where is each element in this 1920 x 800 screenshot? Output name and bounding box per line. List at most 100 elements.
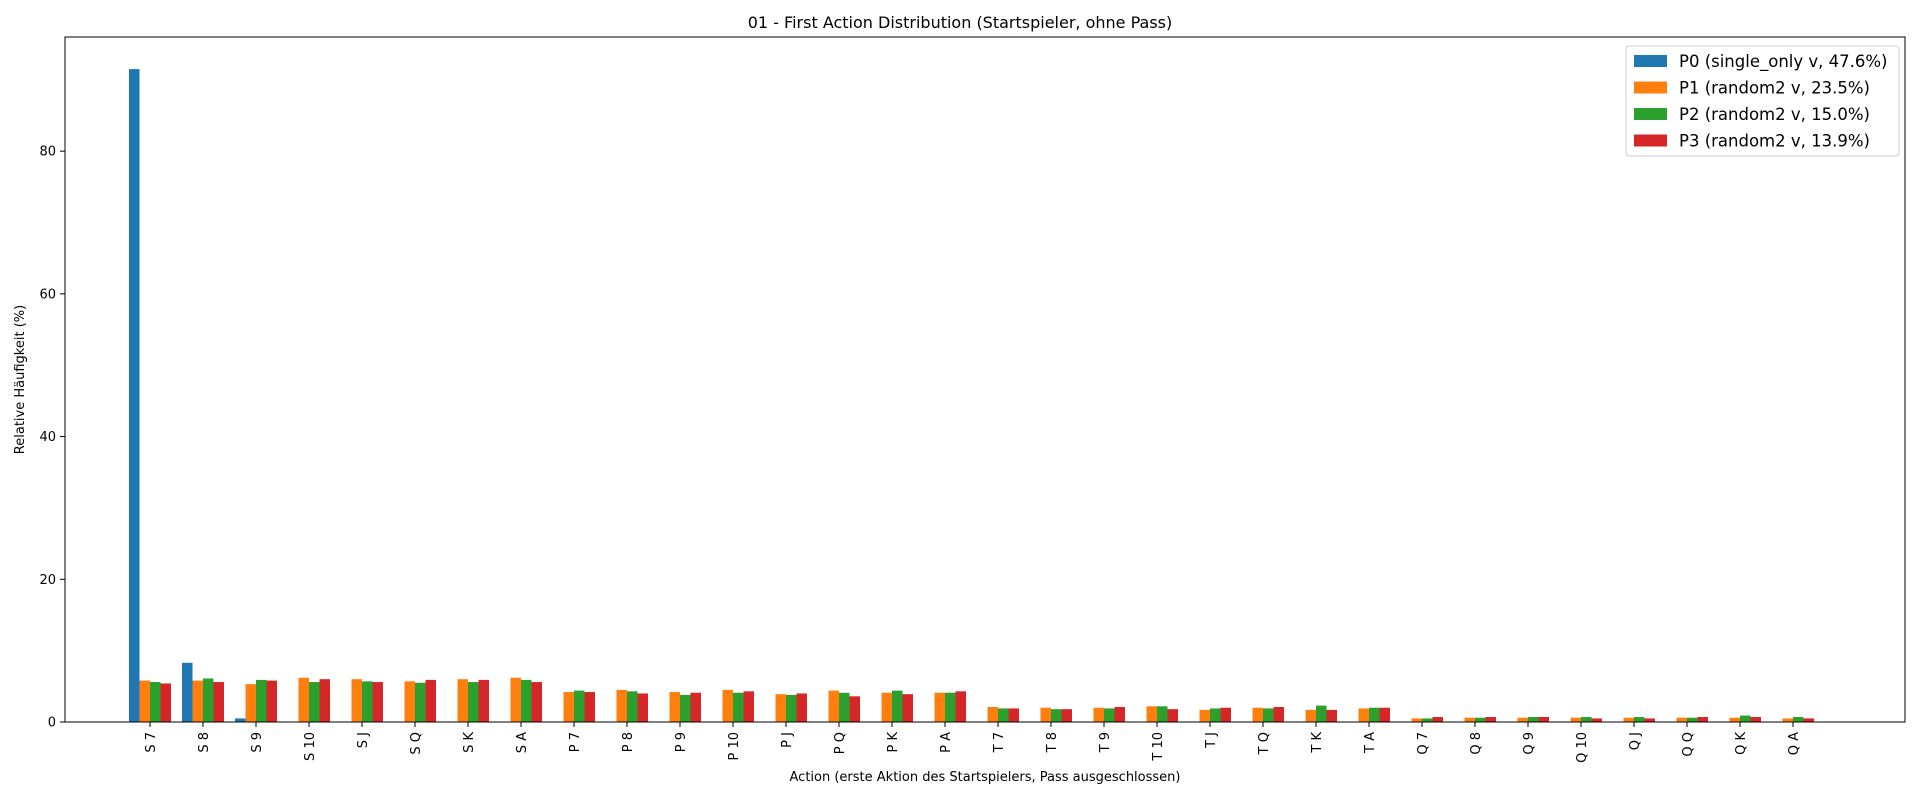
- bar-p1-pq: [828, 690, 839, 722]
- bar-p1-tj: [1199, 709, 1210, 722]
- bar-p2-qa: [1793, 717, 1804, 722]
- bar-p3-tj: [1220, 707, 1231, 722]
- bar-p1-qk: [1729, 717, 1740, 722]
- bar-p2-s7: [150, 682, 161, 722]
- bar-p3-s9: [266, 680, 277, 722]
- bars-group: [129, 69, 1814, 723]
- x-tick-label: Q 9: [1522, 732, 1537, 755]
- bar-p1-s8: [192, 680, 203, 722]
- bar-p2-s9: [256, 679, 267, 722]
- bar-p3-q7: [1432, 717, 1443, 722]
- bar-p3-p10: [743, 691, 754, 722]
- bar-p1-q8: [1464, 717, 1475, 722]
- bar-p2-sj: [362, 681, 373, 722]
- bar-p3-s10: [319, 679, 330, 722]
- x-tick-label: P Q: [833, 732, 848, 754]
- bar-p1-t10: [1146, 706, 1157, 722]
- bar-p3-pq: [849, 696, 860, 722]
- y-tick-label: 40: [39, 430, 56, 445]
- bar-p2-qq: [1687, 717, 1698, 722]
- bar-p3-qa: [1803, 718, 1814, 722]
- bar-p1-p10: [722, 689, 733, 722]
- bar-p3-sq: [425, 679, 436, 722]
- bar-p2-sk: [468, 682, 479, 722]
- bar-p2-sq: [415, 682, 426, 722]
- bar-p3-qj: [1644, 718, 1655, 722]
- x-tick-label: T 9: [1098, 732, 1113, 753]
- y-tick-label: 80: [39, 145, 56, 160]
- legend-label-p0: P0 (single_only v, 47.6%): [1679, 52, 1887, 72]
- bar-p2-ta: [1369, 707, 1380, 722]
- x-tick-label: P K: [886, 732, 901, 753]
- x-tick-label: S Q: [409, 732, 424, 755]
- bar-p2-t8: [1051, 709, 1062, 722]
- bar-p2-q8: [1475, 717, 1486, 722]
- x-tick-label: S K: [462, 732, 477, 753]
- x-tick-label: S J: [356, 732, 371, 748]
- legend-box: [1625, 45, 1900, 157]
- bar-p2-t9: [1104, 708, 1115, 722]
- x-tick-label: T A: [1363, 732, 1378, 754]
- bar-p3-pa: [955, 691, 966, 722]
- bar-p1-sk: [457, 679, 468, 722]
- legend-swatch-p2: [1634, 108, 1667, 120]
- legend: P0 (single_only v, 47.6%) P1 (random2 v, …: [1625, 45, 1900, 157]
- bar-p1-p9: [669, 692, 680, 722]
- x-tick-label: T Q: [1257, 732, 1272, 755]
- bar-p0-s9: [235, 718, 246, 722]
- bar-p2-sa: [521, 679, 532, 722]
- bar-p1-ta: [1358, 708, 1369, 722]
- bar-p2-p10: [733, 692, 744, 722]
- bar-p3-ta: [1379, 707, 1390, 722]
- bar-p1-pj: [775, 694, 786, 722]
- legend-label-p1: P1 (random2 v, 23.5%): [1679, 79, 1870, 98]
- bar-p1-pa: [934, 692, 945, 722]
- bar-p2-q9: [1528, 717, 1539, 722]
- bar-p1-tk: [1305, 709, 1316, 722]
- bar-p0-s7: [129, 69, 140, 723]
- bar-p2-tj: [1210, 708, 1221, 722]
- bar-p3-s8: [213, 682, 224, 722]
- bar-p2-pa: [945, 692, 956, 722]
- bar-p1-tq: [1252, 707, 1263, 722]
- bar-p1-qj: [1623, 717, 1634, 722]
- bar-p3-p7: [584, 692, 595, 722]
- legend-swatch-p3: [1634, 134, 1667, 147]
- plot-frame: [64, 36, 1906, 723]
- bar-p3-q8: [1485, 717, 1496, 722]
- bar-p1-p8: [616, 689, 627, 722]
- bar-p1-t7: [987, 707, 998, 722]
- bar-p3-tq: [1273, 707, 1284, 722]
- bar-p3-t7: [1008, 708, 1019, 722]
- bar-p1-q7: [1411, 718, 1422, 722]
- x-tick-label: Q K: [1734, 732, 1749, 755]
- bar-p1-pk: [881, 692, 892, 722]
- x-axis-label: Action (erste Aktion des Startspielers, …: [790, 770, 1181, 785]
- bar-p1-p7: [563, 692, 574, 722]
- bar-p1-sq: [404, 681, 415, 722]
- bar-p3-qq: [1697, 717, 1708, 722]
- bar-p3-sa: [531, 682, 542, 722]
- x-tick-label: Q 10: [1575, 732, 1590, 763]
- bar-p1-t8: [1040, 707, 1051, 722]
- bar-p2-q10: [1581, 717, 1592, 722]
- x-tick-label: T K: [1310, 732, 1325, 754]
- y-axis: 0 20 40 60 80: [39, 145, 65, 731]
- bar-p2-s10: [309, 682, 320, 722]
- y-axis-label: Relative Häufigkeit (%): [13, 305, 28, 454]
- bar-p3-pj: [796, 693, 807, 722]
- bar-p1-sa: [510, 677, 521, 722]
- bar-p2-qj: [1634, 717, 1645, 722]
- bar-p2-pk: [892, 690, 903, 722]
- bar-p1-q10: [1570, 717, 1581, 722]
- bar-p3-p8: [637, 693, 648, 722]
- x-tick-label: P 10: [727, 732, 742, 761]
- bar-p2-tk: [1316, 705, 1327, 722]
- bar-p1-sj: [351, 679, 362, 722]
- x-tick-label: S 8: [197, 732, 212, 753]
- x-tick-label: S 9: [250, 732, 265, 753]
- x-tick-label: P A: [939, 732, 954, 753]
- x-tick-label: Q A: [1787, 732, 1802, 755]
- y-tick-label: 20: [39, 573, 56, 588]
